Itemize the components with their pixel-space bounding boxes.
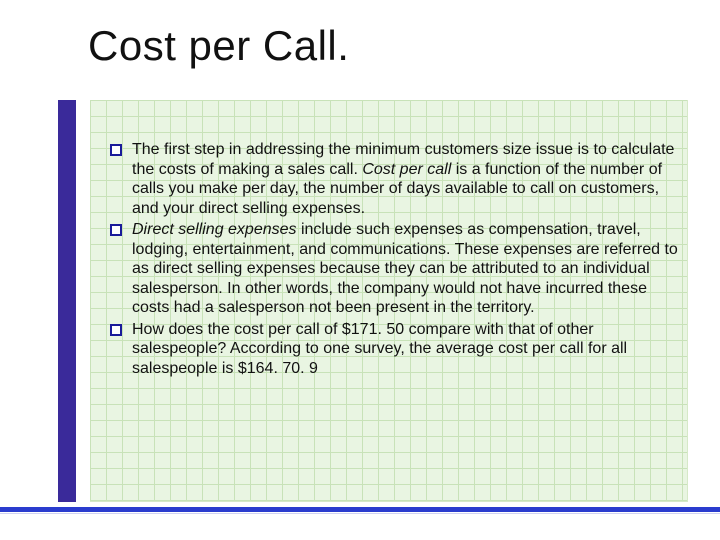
square-bullet-icon xyxy=(110,144,122,156)
bullet-item: The first step in addressing the minimum… xyxy=(110,140,682,218)
bullet-item: Direct selling expenses include such exp… xyxy=(110,220,682,318)
bullet-text: Direct selling expenses include such exp… xyxy=(132,220,682,318)
square-bullet-icon xyxy=(110,224,122,236)
bullet-text: How does the cost per call of $171. 50 c… xyxy=(132,320,682,379)
slide-content: The first step in addressing the minimum… xyxy=(110,140,682,380)
bottom-accent-bar xyxy=(0,507,720,512)
left-accent-bar xyxy=(58,100,76,502)
slide-title: Cost per Call. xyxy=(88,22,349,70)
slide: Cost per Call. The first step in address… xyxy=(0,0,720,540)
square-bullet-icon xyxy=(110,324,122,336)
bullet-item: How does the cost per call of $171. 50 c… xyxy=(110,320,682,379)
bullet-text: The first step in addressing the minimum… xyxy=(132,140,682,218)
